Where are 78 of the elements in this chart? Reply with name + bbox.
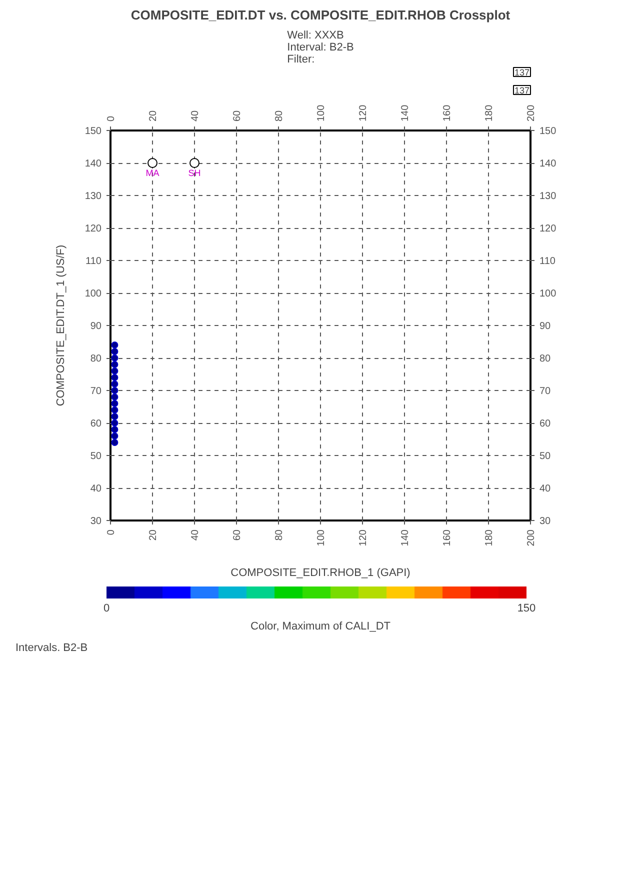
x2-tick-label: 0: [106, 116, 117, 122]
annotation: MA: [146, 168, 160, 178]
x-tick-label: 60: [232, 529, 243, 541]
point: [148, 158, 158, 168]
y-tick-label: 40: [90, 484, 102, 494]
y-tick-label: 60: [90, 418, 102, 430]
y-tick-label: 150: [84, 126, 102, 137]
point: [111, 380, 118, 388]
y2-tick-label: 50: [540, 451, 552, 462]
annotation: SH: [188, 168, 201, 178]
x2-tick-label: 200: [526, 104, 537, 122]
x2-tick-label: 120: [358, 104, 369, 122]
point: [111, 348, 118, 355]
y-tick-label: 80: [90, 354, 102, 364]
x-tick-label: 20: [148, 529, 159, 541]
text: Intervals. B2-B: [16, 642, 88, 654]
point: [111, 439, 118, 446]
x-tick-label: 200: [526, 529, 537, 546]
y-tick-label: 50: [90, 451, 102, 462]
point: [111, 374, 118, 381]
y2-tick-label: 80: [540, 354, 552, 364]
y2-tick-label: 110: [540, 256, 556, 267]
x2-tick-label: 20: [148, 110, 159, 122]
point: [111, 342, 118, 348]
x2-tick-label: 40: [190, 110, 201, 122]
y-tick-label: 100: [84, 288, 102, 300]
color-bar-label: 0: [103, 602, 110, 614]
x2-tick-label: 180: [484, 104, 495, 122]
color-bar-title: Color, Maximum of CALI_DT: [250, 620, 391, 632]
y-tick-label: 70: [90, 386, 102, 397]
point: [111, 413, 118, 420]
point: [111, 400, 118, 407]
point: [111, 432, 118, 440]
y2-tick-label: 130: [540, 191, 557, 202]
y2-tick-label: 40: [540, 484, 552, 494]
x-tick-label: 100: [316, 529, 327, 546]
y2-tick-label: 150: [540, 126, 557, 137]
x-tick-label: 180: [484, 529, 495, 546]
point: [111, 406, 118, 414]
x2-tick-label: 160: [442, 104, 453, 122]
y2-tick-label: 100: [540, 288, 557, 300]
point: [190, 158, 200, 168]
y2-tick-label: 70: [540, 386, 552, 397]
point: [111, 387, 118, 394]
point: [111, 394, 118, 400]
x2-tick-label: 80: [274, 110, 285, 122]
y2-tick-label: 30: [540, 516, 552, 527]
y-tick-label: 140: [84, 158, 102, 170]
point: [111, 426, 118, 433]
chart-title: COMPOSITE_EDIT.DT vs. COMPOSITE_EDIT.RHOB Crossplot: [130, 8, 511, 22]
x2-tick-label: 100: [316, 104, 327, 122]
point: [111, 354, 118, 362]
x-tick-label: 120: [358, 529, 369, 546]
x-tick-label: 160: [442, 529, 453, 546]
text: 137: [514, 68, 530, 78]
chart-subtitle: Well: XXXB Interval: B2-B Filter:: [287, 30, 354, 66]
y-tick-label: 130: [84, 191, 102, 202]
y-axis-title: COMPOSITE_EDIT.DT_1 (US/F): [54, 244, 67, 406]
text: 137: [514, 86, 530, 96]
color-bar-label: 150: [517, 602, 536, 614]
point: [111, 420, 118, 426]
point: [111, 368, 118, 374]
y-tick-label: 120: [84, 224, 102, 234]
y-tick-label: 110: [86, 256, 102, 267]
y2-tick-label: 140: [540, 158, 557, 170]
x-tick-label: 40: [190, 529, 201, 541]
y2-tick-label: 120: [540, 224, 557, 234]
x-axis-title: COMPOSITE_EDIT.RHOB_1 (GAPI): [230, 567, 410, 580]
x-tick-label: 0: [106, 529, 117, 536]
y2-tick-label: 90: [540, 321, 552, 332]
point: [111, 361, 118, 368]
x-tick-label: 140: [400, 529, 411, 546]
x2-tick-label: 140: [400, 104, 411, 122]
y-tick-label: 90: [90, 321, 102, 332]
x-tick-label: 80: [274, 529, 285, 541]
x2-tick-label: 60: [232, 110, 243, 122]
y2-tick-label: 60: [540, 418, 552, 430]
y-tick-label: 30: [90, 516, 102, 527]
